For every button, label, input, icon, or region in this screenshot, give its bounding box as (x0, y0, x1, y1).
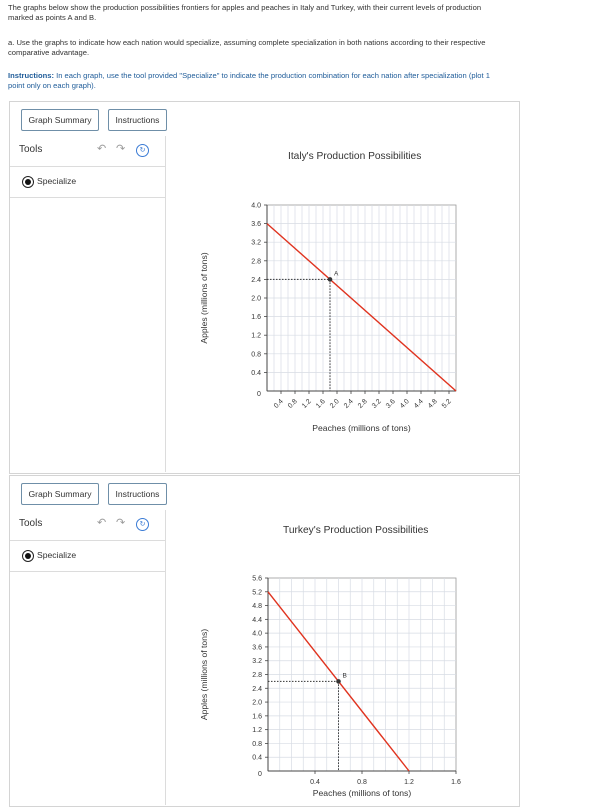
y-tick-label: 1.6 (252, 713, 262, 720)
instructions-tab[interactable]: Instructions (108, 109, 167, 131)
undo-icon[interactable]: ↶ (97, 143, 107, 155)
x-tick-label: 4.0 (399, 398, 411, 410)
y-tick-label: 2.8 (251, 258, 261, 265)
y-tick-label: 2.4 (251, 277, 261, 284)
part-a-line-2: comparative advantage. (8, 48, 90, 57)
y-axis-label: Apples (millions of tons) (199, 252, 209, 343)
radio-selected-icon[interactable] (22, 176, 34, 188)
instructions-rest: In each graph, use the tool provided "Sp… (54, 71, 490, 80)
radio-selected-icon[interactable] (22, 550, 34, 562)
graph-summary-tab[interactable]: Graph Summary (21, 109, 99, 131)
y-tick-label: 2.4 (252, 686, 262, 693)
instructions-line-2: point only on each graph). (8, 81, 96, 90)
production-point (336, 679, 341, 684)
y-tick-label: 0.8 (251, 351, 261, 358)
y-tick-label: 2.0 (252, 700, 262, 707)
y-tick-label: 0.4 (252, 755, 262, 762)
tools-sidebar: Tools ↶ ↷ ↻ Specialize (10, 136, 166, 472)
y-tick-label: 1.2 (252, 727, 262, 734)
point-label: A (334, 270, 339, 277)
y-tick-label: 0.8 (252, 741, 262, 748)
redo-icon[interactable]: ↷ (116, 517, 126, 529)
y-tick-label: 4.8 (252, 603, 262, 610)
instructions-bold: Instructions: (8, 71, 54, 80)
graph-summary-tab[interactable]: Graph Summary (21, 483, 99, 505)
chart-title: Turkey's Production Possibilities (283, 525, 429, 536)
italy-ppf-chart[interactable]: 0.40.81.21.62.02.42.83.23.64.00.4 0.8 1.2 1… (190, 190, 510, 440)
y-tick-label: 3.6 (252, 644, 262, 651)
x-tick-label: 1.2 (301, 398, 313, 410)
x-tick-label: 0.4 (310, 779, 320, 786)
specialize-tool[interactable]: Specialize (10, 541, 165, 572)
specialize-tool[interactable]: Specialize (10, 167, 165, 198)
x-tick-label: 0.8 (287, 398, 299, 410)
x-tick-label: 0.8 (357, 779, 367, 786)
point-label: B (343, 672, 347, 679)
y-tick-label: 3.2 (251, 240, 261, 247)
intro-line-1: The graphs below show the production pos… (8, 3, 482, 12)
x-tick-label: 1.6 (315, 398, 327, 410)
x-tick-label: 0.4 (273, 398, 285, 410)
part-a-line-1: a. Use the graphs to indicate how each n… (8, 38, 486, 47)
production-point (327, 277, 333, 282)
y-tick-label: 4.0 (252, 631, 262, 638)
redo-icon[interactable]: ↷ (116, 143, 126, 155)
chart-title: Italy's Production Possibilities (288, 151, 422, 162)
specialize-label: Specialize (37, 550, 77, 560)
reset-icon[interactable]: ↻ (136, 144, 149, 157)
specialize-label: Specialize (37, 176, 77, 186)
ppf-frontier-line (266, 223, 457, 392)
x-tick-label: 2.8 (357, 398, 369, 410)
y-tick-label: 1.2 (251, 333, 261, 340)
y-tick-label: 2.8 (252, 672, 262, 679)
reset-icon[interactable]: ↻ (136, 518, 149, 531)
y-tick-label: 3.2 (252, 658, 262, 665)
x-tick-label: 2.4 (343, 398, 355, 410)
y-tick-label: 2.0 (251, 296, 261, 303)
x-tick-label: 4.8 (427, 398, 439, 410)
y-axis-label: Apples (millions of tons) (199, 629, 209, 720)
tools-header: Tools ↶ ↷ ↻ (10, 136, 165, 167)
origin-label: 0 (257, 391, 261, 398)
y-tick-label: 4.0 (251, 203, 261, 210)
y-tick-label: 5.2 (252, 589, 262, 596)
instructions-tab[interactable]: Instructions (108, 483, 167, 505)
y-tick-label: 3.6 (251, 221, 261, 228)
x-axis-label: Peaches (millions of tons) (313, 788, 412, 798)
x-axis-label: Peaches (millions of tons) (312, 423, 411, 433)
intro-line-2: marked as points A and B. (8, 13, 97, 22)
x-tick-label: 5.2 (441, 398, 453, 410)
tools-header: Tools ↶ ↷ ↻ (10, 510, 165, 541)
y-tick-label: 5.6 (252, 576, 262, 583)
x-tick-label: 3.2 (371, 398, 383, 410)
tools-label: Tools (19, 144, 43, 155)
y-tick-label: 0.4 (251, 370, 261, 377)
x-tick-label: 4.4 (413, 398, 425, 410)
x-tick-label: 1.2 (404, 779, 414, 786)
y-tick-label: 4.4 (252, 617, 262, 624)
x-tick-label: 2.0 (329, 398, 341, 410)
turkey-ppf-chart[interactable]: 0.4 0.8 1.2 1.6 2.0 2.4 2.8 3.2 3.6 4.0 4.4 4.8 5.2 5… (190, 570, 510, 804)
y-tick-label: 1.6 (251, 314, 261, 321)
undo-icon[interactable]: ↶ (97, 517, 107, 529)
tools-sidebar: Tools ↶ ↷ ↻ Specialize (10, 510, 166, 805)
tools-label: Tools (19, 518, 43, 529)
instructions-line-1: Instructions: In each graph, use the too… (8, 71, 490, 81)
x-tick-label: 3.6 (385, 398, 397, 410)
origin-label: 0 (258, 771, 262, 778)
x-tick-label: 1.6 (451, 779, 461, 786)
